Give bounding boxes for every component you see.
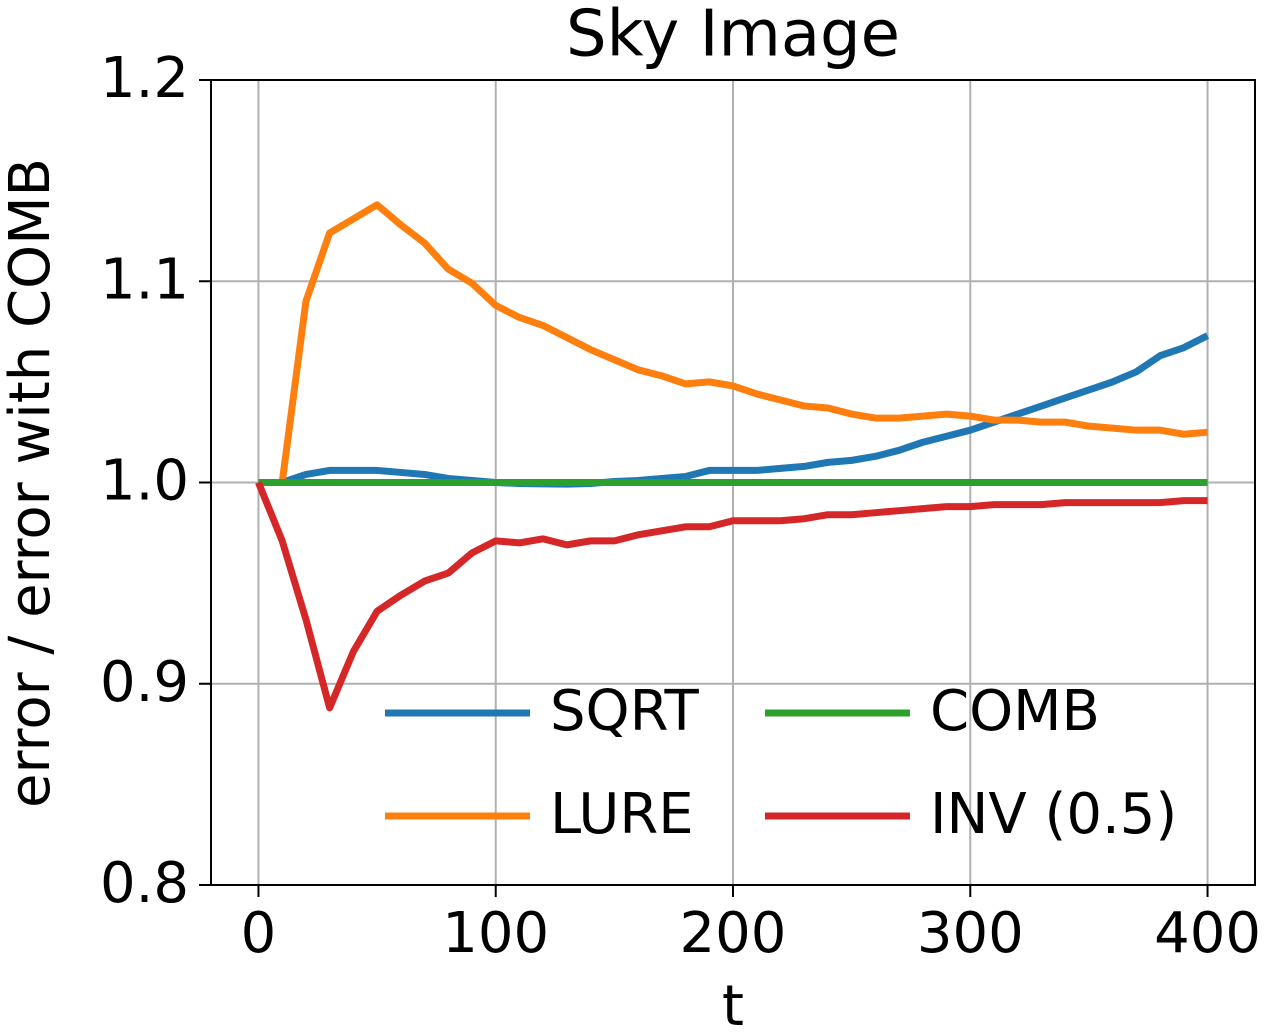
chart-title: Sky Image — [566, 0, 900, 72]
x-axis-label: t — [722, 974, 744, 1036]
legend-label: COMB — [930, 679, 1100, 744]
legend-label: LURE — [550, 782, 694, 847]
x-tick-label: 0 — [241, 901, 277, 966]
x-tick-label: 300 — [917, 901, 1024, 966]
line-series — [258, 201, 1208, 486]
line-series — [258, 332, 1210, 488]
x-tick-label: 100 — [442, 901, 549, 966]
legend-label: INV (0.5) — [930, 782, 1177, 847]
line-series — [255, 481, 1208, 712]
y-tick-label: 0.8 — [100, 851, 189, 916]
y-tick-label: 1.2 — [100, 46, 189, 111]
plot-frame — [210, 79, 1256, 886]
x-tick-label: 400 — [1154, 901, 1261, 966]
legend-label: SQRT — [550, 679, 699, 744]
y-tick-label: 0.9 — [100, 650, 189, 715]
y-tick-label: 1.0 — [100, 449, 189, 514]
y-axis-label: error / error with COMB — [0, 158, 63, 808]
y-tick-label: 1.1 — [100, 247, 189, 312]
x-tick-label: 200 — [680, 901, 787, 966]
